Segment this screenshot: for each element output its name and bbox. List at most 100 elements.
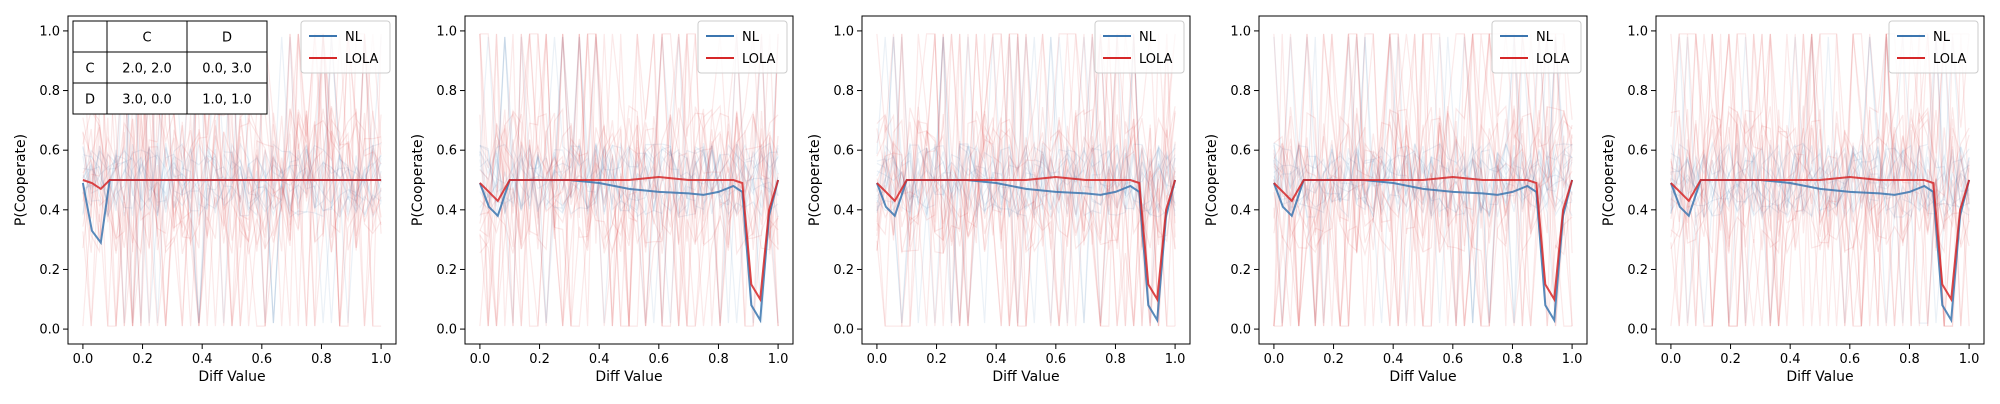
- y-tick-label: 1.0: [1627, 24, 1648, 39]
- x-tick-label: 1.0: [1562, 352, 1583, 367]
- nl-run-trace: [876, 36, 1176, 324]
- x-tick-label: 0.2: [132, 352, 153, 367]
- table-cell: [186, 51, 268, 84]
- lola-run-trace: [876, 33, 1176, 327]
- axes-frame: [1655, 15, 1985, 345]
- nl-run-trace: [876, 36, 1176, 214]
- y-tick-label: 0.2: [1627, 263, 1648, 278]
- x-tick-label: 0.4: [1780, 352, 1801, 367]
- lola-run-trace: [1670, 33, 1970, 327]
- y-axis-label: P(Cooperate): [1204, 134, 1220, 226]
- legend-box: [1491, 20, 1582, 74]
- nl-run-trace: [876, 36, 1176, 324]
- table-header-text: D: [222, 31, 232, 46]
- panel-5: 0.0 0.2 0.4 0.6 0.8 1.0 0.0 0.2 0.4 0.6 0.8 1.0 Diff…: [1601, 15, 1985, 385]
- nl-run-trace: [876, 36, 1176, 324]
- lola-mean-line: [1273, 175, 1574, 303]
- nl-run-trace: [479, 36, 779, 214]
- nl-run-trace: [1273, 36, 1573, 324]
- nl-run-trace: [1670, 143, 1970, 219]
- y-tick-label: 0.4: [1627, 203, 1648, 218]
- nl-run-trace: [82, 142, 382, 324]
- lola-run-trace: [1670, 33, 1970, 327]
- nl-run-trace: [479, 142, 779, 324]
- y-tick-label: 0.6: [1627, 144, 1648, 159]
- y-tick-label: 0.6: [39, 144, 60, 159]
- lola-run-trace: [479, 33, 779, 327]
- y-tick-label: 0.2: [39, 263, 60, 278]
- lola-run-trace: [82, 33, 382, 327]
- x-tick-label: 0.2: [529, 352, 550, 367]
- data-layer: [478, 33, 780, 327]
- x-tick-label: 0.8: [1502, 352, 1523, 367]
- x-tick-label: 0.8: [1105, 352, 1126, 367]
- nl-mean-line: [1669, 179, 1971, 324]
- lola-run-trace: [876, 33, 1176, 327]
- lola-run-trace: [479, 33, 779, 327]
- lola-run-trace: [82, 33, 382, 327]
- lola-run-trace: [876, 33, 1176, 327]
- x-axis-label: Diff Value: [198, 369, 265, 385]
- nl-run-trace: [1273, 145, 1573, 324]
- nl-run-trace: [876, 36, 1176, 324]
- legend-box: [300, 20, 391, 74]
- y-tick-label: 0.8: [1627, 84, 1648, 99]
- legend-label-nl: NL: [1933, 30, 1951, 45]
- y-axis-label: P(Cooperate): [13, 134, 29, 226]
- nl-run-trace: [1273, 36, 1573, 324]
- table-cell: [106, 82, 188, 115]
- x-axis-label: Diff Value: [1389, 369, 1456, 385]
- y-tick-label: 0.4: [1230, 203, 1251, 218]
- nl-run-trace: [1273, 36, 1573, 324]
- lola-run-trace: [876, 33, 1176, 327]
- y-tick-label: 0.4: [39, 203, 60, 218]
- lola-run-trace: [82, 33, 382, 327]
- lola-run-trace: [1670, 33, 1970, 327]
- panel-3: 0.0 0.2 0.4 0.6 0.8 1.0 0.0 0.2 0.4 0.6 0.8 1.0 Diff…: [807, 15, 1191, 385]
- nl-run-trace: [479, 36, 779, 324]
- legend-label-nl: NL: [1536, 30, 1554, 45]
- nl-run-trace: [1273, 36, 1573, 324]
- x-axis-label: Diff Value: [1786, 369, 1853, 385]
- y-tick-label: 0.0: [1230, 323, 1251, 338]
- table-cell-text: 2.0, 2.0: [122, 62, 172, 77]
- legend: NL LOLA: [1094, 20, 1185, 74]
- x-tick-label: 0.4: [589, 352, 610, 367]
- x-tick-label: 0.0: [73, 352, 94, 367]
- nl-mean-line: [478, 179, 780, 324]
- lola-mean-line: [1670, 175, 1971, 303]
- y-tick-label: 0.6: [436, 144, 457, 159]
- table-cell-text: 1.0, 1.0: [202, 93, 252, 108]
- legend: NL LOLA: [1491, 20, 1582, 74]
- x-tick-label: 0.0: [1264, 352, 1285, 367]
- x-tick-label: 0.2: [1720, 352, 1741, 367]
- lola-run-trace: [479, 33, 779, 327]
- nl-run-trace: [876, 144, 1176, 218]
- table-header-cell: [106, 20, 188, 53]
- y-tick-label: 0.4: [436, 203, 457, 218]
- nl-run-trace: [1670, 36, 1970, 324]
- x-tick-label: 0.6: [1839, 352, 1860, 367]
- table-header-cell: [72, 20, 108, 53]
- nl-run-trace: [479, 144, 779, 324]
- legend-label-nl: NL: [345, 30, 363, 45]
- lola-run-trace: [82, 33, 382, 327]
- nl-run-trace: [82, 36, 382, 324]
- lola-run-trace: [1273, 33, 1573, 327]
- nl-run-trace: [876, 36, 1176, 324]
- legend-label-lola: LOLA: [1139, 52, 1173, 67]
- x-tick-label: 0.8: [311, 352, 332, 367]
- legend-label-nl: NL: [742, 30, 760, 45]
- x-tick-label: 0.6: [251, 352, 272, 367]
- data-layer: [1272, 33, 1574, 327]
- panel-4: 0.0 0.2 0.4 0.6 0.8 1.0 0.0 0.2 0.4 0.6 0.8 1.0 Diff…: [1204, 15, 1588, 385]
- y-tick-label: 0.8: [1230, 84, 1251, 99]
- nl-run-trace: [479, 36, 779, 324]
- nl-run-trace: [479, 36, 779, 324]
- lola-run-trace: [479, 33, 779, 327]
- x-tick-label: 0.6: [1045, 352, 1066, 367]
- x-axis-label: Diff Value: [992, 369, 1059, 385]
- nl-run-trace: [479, 36, 779, 324]
- lola-run-trace: [1670, 33, 1970, 327]
